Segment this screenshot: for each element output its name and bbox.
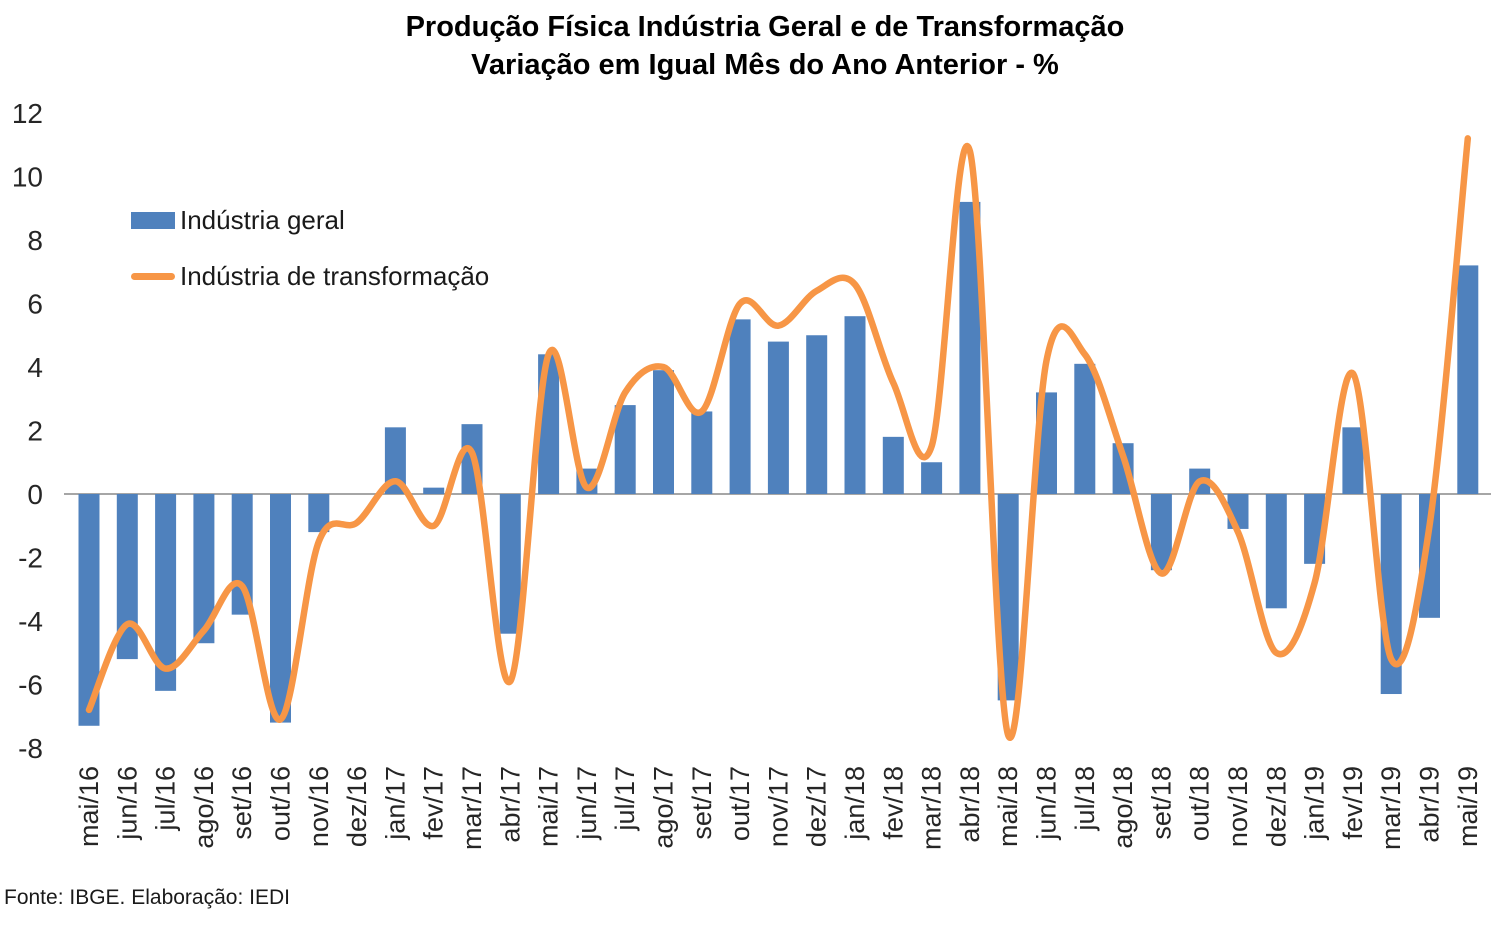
bar-mai/19 (1457, 265, 1479, 494)
bar-jan/17 (384, 427, 406, 494)
x-axis-label: fev/19 (1338, 766, 1368, 840)
bar-set/17 (691, 411, 713, 494)
legend-item-industria-geral: Indústria geral (131, 203, 489, 237)
x-axis-label: jan/18 (840, 766, 870, 841)
x-axis-label: jan/17 (380, 766, 410, 841)
bar-jul/17 (614, 405, 636, 494)
y-tick-label: 4 (27, 352, 43, 383)
x-axis-label: mar/18 (917, 766, 947, 850)
x-axis-label: jun/18 (1032, 766, 1062, 841)
x-axis-label: abr/17 (495, 766, 525, 843)
x-axis-label: jul/16 (151, 766, 181, 832)
x-axis-label: dez/16 (342, 766, 372, 847)
x-axis-label: nov/18 (1223, 766, 1253, 847)
y-tick-label: 10 (12, 162, 43, 193)
y-tick-label: -4 (18, 606, 43, 637)
bar-set/18 (1150, 494, 1172, 571)
x-axis-label: dez/17 (802, 766, 832, 847)
x-axis-label: jul/18 (1070, 766, 1100, 832)
legend-bar-swatch (131, 211, 175, 229)
y-tick-label: -2 (18, 543, 43, 574)
bar-nov/17 (767, 341, 789, 494)
x-axis-label: jun/17 (572, 766, 602, 841)
x-axis-label: out/18 (1185, 766, 1215, 841)
y-tick-label: 8 (27, 225, 43, 256)
bar-jul/16 (155, 494, 177, 691)
bar-mai/18 (997, 494, 1019, 701)
bar-fev/19 (1342, 427, 1364, 494)
chart-title-line2: Variação em Igual Mês do Ano Anterior - … (471, 49, 1059, 81)
bar-dez/17 (806, 335, 828, 494)
line-industria-de-transformacao (85, 135, 1472, 742)
bar-abr/18 (959, 201, 981, 494)
x-axis-label: jan/19 (1300, 766, 1330, 841)
bar-abr/19 (1419, 494, 1440, 618)
x-axis-label: fev/17 (419, 766, 449, 840)
bar-ago/17 (653, 370, 674, 494)
bar-ago/16 (193, 494, 215, 644)
bar-fev/18 (882, 436, 904, 494)
x-axis-label: out/17 (725, 766, 755, 841)
x-axis-label: ago/18 (1108, 766, 1138, 849)
x-axis-label: set/16 (227, 766, 257, 840)
y-tick-label: 12 (12, 98, 43, 129)
source-note: Fonte: IBGE. Elaboração: IEDI (4, 886, 290, 909)
legend-item-industria-transformacao: Indústria de transformação (131, 259, 489, 293)
x-axis-label: mai/19 (1453, 766, 1483, 847)
x-axis-label: mar/17 (457, 766, 487, 850)
x-axis-label: abr/18 (955, 766, 985, 843)
y-tick-label: 6 (27, 289, 43, 320)
x-axis-label: mai/17 (534, 766, 564, 847)
x-axis-label: abr/19 (1415, 766, 1445, 843)
legend-line-label: Indústria de transformação (180, 260, 490, 291)
bar-out/17 (729, 319, 751, 494)
bar-jan/18 (844, 316, 866, 494)
x-axis-label: mai/18 (993, 766, 1023, 847)
x-axis-label: dez/18 (1261, 766, 1291, 847)
bar-jun/16 (116, 494, 138, 660)
bar-nov/16 (308, 494, 330, 533)
y-tick-label: -8 (18, 733, 43, 764)
y-tick-label: -6 (18, 670, 43, 701)
bar-dez/18 (1265, 494, 1287, 609)
bar-mai/16 (78, 494, 100, 726)
bar-fev/17 (423, 487, 445, 494)
x-axis-label: out/16 (266, 766, 296, 841)
x-axis-label: set/18 (1146, 766, 1176, 840)
bar-jul/18 (1074, 363, 1096, 494)
x-axis-label: jun/16 (112, 766, 142, 841)
y-tick-label: 2 (27, 416, 43, 447)
legend-bar-label: Indústria geral (180, 204, 345, 235)
x-axis-label: set/17 (687, 766, 717, 840)
x-axis-label: jul/17 (610, 766, 640, 832)
y-tick-label: 0 (27, 479, 43, 510)
x-axis-label: nov/17 (763, 766, 793, 847)
chart-title-line1: Produção Física Indústria Geral e de Tra… (405, 11, 1125, 43)
x-axis-label: mai/16 (74, 766, 104, 847)
x-axis-label: nov/16 (304, 766, 334, 847)
bar-out/16 (270, 494, 291, 723)
x-axis-label: fev/18 (878, 766, 908, 840)
bar-mar/18 (921, 462, 943, 494)
legend: Indústria geral Indústria de transformaç… (131, 203, 489, 315)
x-axis-label: mar/19 (1376, 766, 1406, 850)
bar-abr/17 (499, 494, 521, 634)
x-axis-label: ago/17 (649, 766, 679, 849)
x-axis-label: ago/16 (189, 766, 219, 849)
legend-line-swatch (131, 272, 175, 280)
chart-title: Produção Física Indústria Geral e de Tra… (35, 8, 1495, 84)
